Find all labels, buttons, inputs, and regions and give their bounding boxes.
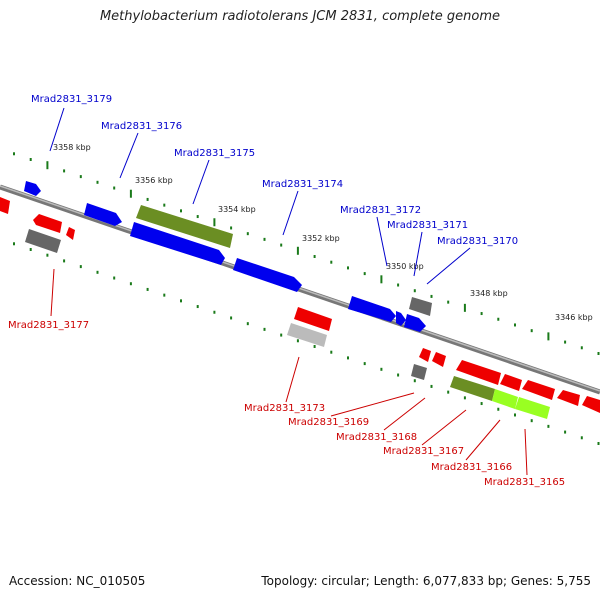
gene-3179-arrow[interactable]: [24, 181, 41, 196]
genome-backbone: [0, 184, 600, 395]
forward-strand-genes: [0, 181, 432, 332]
gene-label-3168[interactable]: Mrad2831_3168: [336, 432, 417, 443]
gene-3171-arrow[interactable]: [404, 314, 426, 332]
gene-label-3165[interactable]: Mrad2831_3165: [484, 477, 565, 488]
leader-line: [50, 268, 55, 317]
genome-summary-text: Topology: circular; Length: 6,077,833 bp…: [261, 574, 591, 588]
accession-text: Accession: NC_010505: [9, 574, 146, 588]
gene-red-arrow[interactable]: [294, 307, 332, 331]
gene-label-3169[interactable]: Mrad2831_3169: [288, 417, 369, 428]
gene-red-arrow[interactable]: [557, 390, 580, 406]
gene-label-3175[interactable]: Mrad2831_3175: [174, 148, 255, 159]
leader-line: [330, 392, 415, 417]
gene-3175b-arrow[interactable]: [130, 222, 225, 265]
gene-red-arrow[interactable]: [33, 214, 62, 233]
kbp-labels: 3358 kbp 3356 kbp 3354 kbp 3352 kbp 3350…: [53, 143, 593, 322]
leader-line: [49, 107, 65, 152]
leader-line: [524, 428, 528, 476]
gene-red-arrow[interactable]: [419, 348, 431, 362]
gene-label-3173[interactable]: Mrad2831_3173: [244, 403, 325, 414]
gene-label-3171[interactable]: Mrad2831_3171: [387, 220, 468, 231]
gene-3173-arrow[interactable]: [287, 323, 327, 347]
gene-3165-arrow[interactable]: [515, 397, 550, 419]
tick-tracks: [13, 152, 600, 445]
leader-line: [383, 397, 426, 431]
gene-red-arrow[interactable]: [456, 360, 501, 385]
gene-red-arrow[interactable]: [582, 396, 600, 413]
gene-label-3172[interactable]: Mrad2831_3172: [340, 205, 421, 216]
gene-3169-arrow[interactable]: [411, 364, 427, 380]
gene-label-3179[interactable]: Mrad2831_3179: [31, 94, 112, 105]
leader-line: [192, 159, 210, 205]
kbp-label: 3352 kbp: [302, 234, 340, 243]
gene-label-3167[interactable]: Mrad2831_3167: [383, 446, 464, 457]
gene-red-arrow[interactable]: [522, 380, 555, 400]
gene-label-3177[interactable]: Mrad2831_3177: [8, 320, 89, 331]
leader-line: [119, 132, 139, 179]
gene-3170-arrow[interactable]: [409, 297, 432, 316]
leader-line: [285, 356, 300, 403]
leader-line: [426, 247, 471, 285]
kbp-label: 3346 kbp: [555, 313, 593, 322]
gene-label-3166[interactable]: Mrad2831_3166: [431, 462, 512, 473]
gene-3177-arrow[interactable]: [25, 229, 61, 253]
gene-3166-arrow[interactable]: [492, 389, 518, 409]
gene-label-3170[interactable]: Mrad2831_3170: [437, 236, 518, 247]
reverse-strand-genes: [25, 214, 600, 419]
gene-3172-arrow[interactable]: [348, 296, 396, 322]
gene-red-arrow[interactable]: [432, 352, 446, 367]
kbp-label: 3350 kbp: [386, 262, 424, 271]
map-title: Methylobacterium radiotolerans JCM 2831,…: [99, 9, 501, 24]
kbp-label: 3354 kbp: [218, 205, 256, 214]
gene-3172b-arrow[interactable]: [396, 311, 406, 326]
gene-3174-arrow[interactable]: [233, 258, 302, 292]
gene-left-red-arrow[interactable]: [0, 197, 10, 214]
kbp-label: 3348 kbp: [470, 289, 508, 298]
gene-label-3174[interactable]: Mrad2831_3174: [262, 179, 343, 190]
gene-3167-arrow[interactable]: [450, 376, 495, 401]
kbp-label: 3358 kbp: [53, 143, 91, 152]
gene-3176-arrow[interactable]: [84, 203, 122, 226]
leader-line: [376, 216, 388, 267]
leader-line: [421, 409, 467, 446]
gene-red-arrow[interactable]: [66, 227, 75, 240]
leader-line: [413, 231, 423, 277]
gene-red-arrow[interactable]: [500, 374, 522, 391]
gene-label-3176[interactable]: Mrad2831_3176: [101, 121, 182, 132]
gene-3175-arrow[interactable]: [136, 205, 233, 248]
kbp-label: 3356 kbp: [135, 176, 173, 185]
leader-line: [465, 419, 501, 461]
leader-line: [282, 190, 299, 236]
